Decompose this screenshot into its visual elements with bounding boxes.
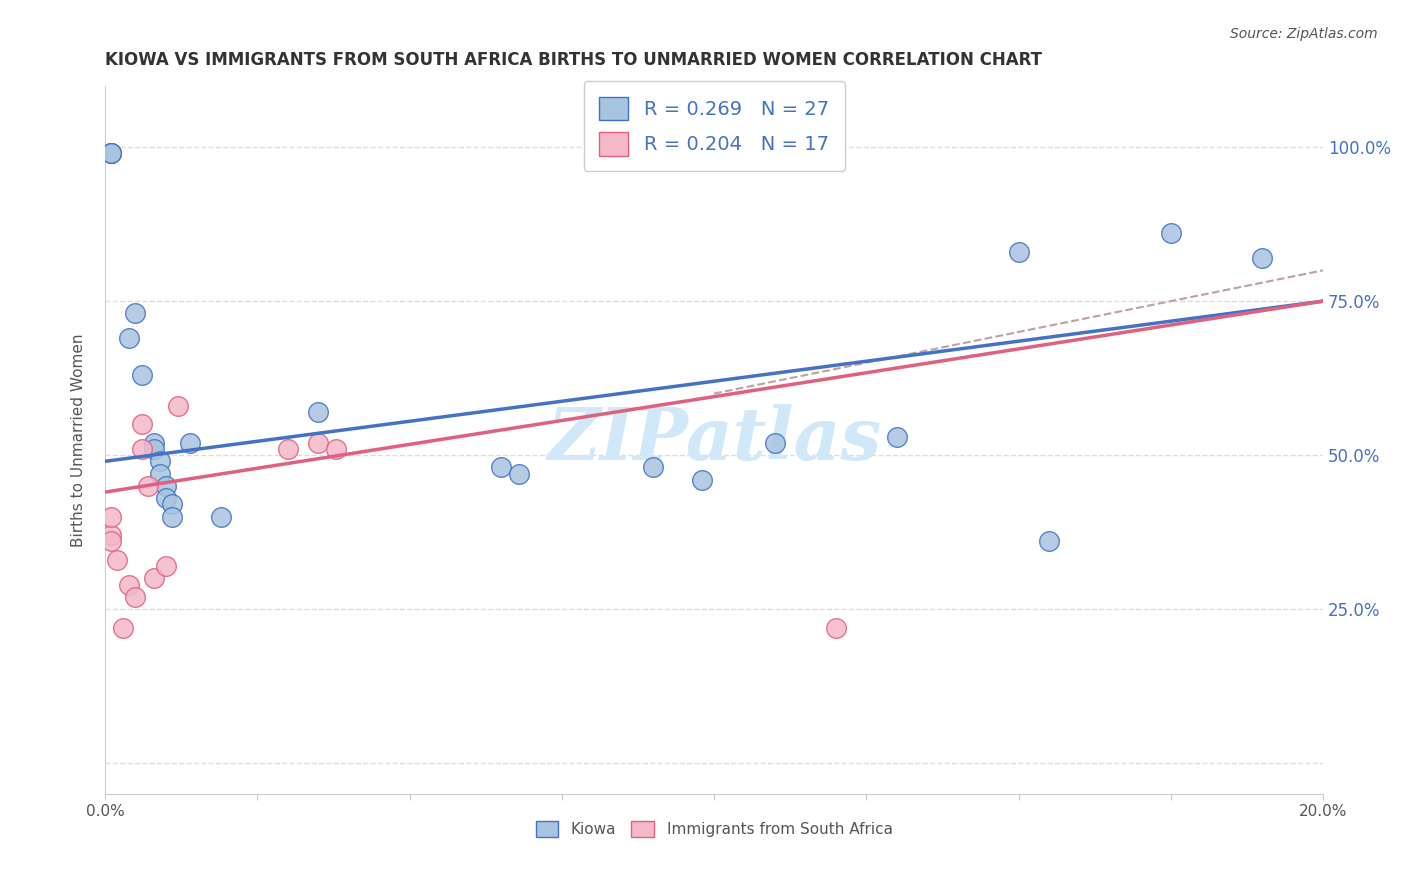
- Legend: Kiowa, Immigrants from South Africa: Kiowa, Immigrants from South Africa: [530, 815, 898, 843]
- Point: [763, 435, 786, 450]
- Point: [179, 435, 201, 450]
- Point: [160, 498, 183, 512]
- Point: [149, 454, 172, 468]
- Point: [142, 571, 165, 585]
- Point: [325, 442, 347, 456]
- Text: KIOWA VS IMMIGRANTS FROM SOUTH AFRICA BIRTHS TO UNMARRIED WOMEN CORRELATION CHAR: KIOWA VS IMMIGRANTS FROM SOUTH AFRICA BI…: [105, 51, 1042, 69]
- Point: [690, 473, 713, 487]
- Point: [1038, 534, 1060, 549]
- Point: [100, 146, 122, 161]
- Point: [100, 534, 122, 549]
- Point: [131, 368, 153, 382]
- Point: [124, 306, 146, 320]
- Point: [160, 509, 183, 524]
- Point: [508, 467, 530, 481]
- Point: [209, 509, 232, 524]
- Point: [307, 405, 329, 419]
- Point: [155, 479, 177, 493]
- Point: [142, 435, 165, 450]
- Point: [112, 621, 135, 635]
- Text: ZIPatlas: ZIPatlas: [547, 404, 882, 475]
- Point: [124, 590, 146, 604]
- Point: [131, 442, 153, 456]
- Point: [100, 509, 122, 524]
- Y-axis label: Births to Unmarried Women: Births to Unmarried Women: [72, 333, 86, 547]
- Point: [100, 146, 122, 161]
- Point: [643, 460, 665, 475]
- Point: [105, 553, 128, 567]
- Point: [307, 435, 329, 450]
- Point: [155, 491, 177, 506]
- Point: [131, 417, 153, 432]
- Point: [1251, 251, 1274, 265]
- Point: [142, 442, 165, 456]
- Point: [100, 528, 122, 542]
- Point: [100, 146, 122, 161]
- Point: [825, 621, 848, 635]
- Text: Source: ZipAtlas.com: Source: ZipAtlas.com: [1230, 27, 1378, 41]
- Point: [118, 331, 141, 345]
- Point: [136, 479, 159, 493]
- Point: [118, 577, 141, 591]
- Point: [155, 559, 177, 574]
- Point: [167, 399, 190, 413]
- Point: [277, 442, 299, 456]
- Point: [149, 467, 172, 481]
- Point: [886, 430, 908, 444]
- Point: [1160, 227, 1182, 241]
- Point: [489, 460, 512, 475]
- Point: [1007, 244, 1029, 259]
